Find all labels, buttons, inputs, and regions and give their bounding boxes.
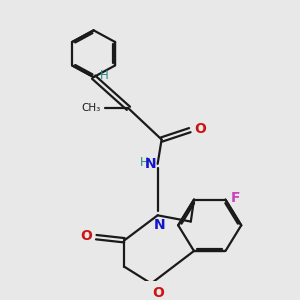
Text: H: H (140, 156, 148, 169)
Text: N: N (144, 157, 156, 171)
Text: F: F (230, 191, 240, 205)
Text: O: O (152, 286, 164, 300)
Text: CH₃: CH₃ (81, 103, 100, 113)
Text: O: O (80, 229, 92, 243)
Text: O: O (194, 122, 206, 136)
Text: N: N (154, 218, 165, 233)
Text: H: H (100, 69, 108, 82)
